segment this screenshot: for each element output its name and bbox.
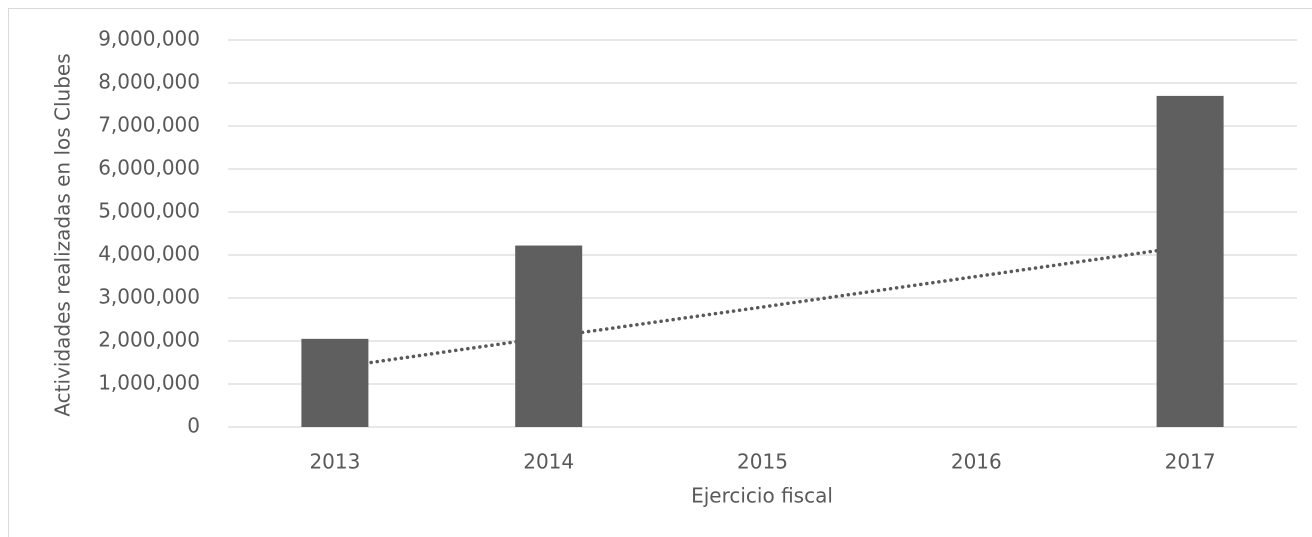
bar — [1156, 95, 1224, 428]
y-tick-label: 6,000,000 — [98, 156, 200, 180]
y-axis-label: Actividades realizadas en los Clubes — [51, 53, 75, 416]
y-tick-label: 7,000,000 — [98, 113, 200, 137]
bar — [515, 245, 583, 427]
x-tick-label: 2015 — [737, 450, 788, 474]
y-tick-label: 3,000,000 — [98, 285, 200, 309]
bar — [301, 338, 369, 427]
trendline — [333, 244, 1192, 370]
y-tick-label: 0 — [187, 414, 200, 438]
x-tick-label: 2013 — [309, 450, 360, 474]
y-tick-label: 4,000,000 — [98, 242, 200, 266]
y-tick-label: 1,000,000 — [98, 371, 200, 395]
y-tick-label: 2,000,000 — [98, 328, 200, 352]
y-tick-label: 5,000,000 — [98, 199, 200, 223]
x-axis-label: Ejercicio fiscal — [691, 484, 833, 508]
x-tick-label: 2014 — [523, 450, 574, 474]
y-tick-label: 9,000,000 — [98, 27, 200, 51]
chart-border — [8, 8, 1312, 537]
y-tick-label: 8,000,000 — [98, 70, 200, 94]
x-tick-label: 2016 — [951, 450, 1002, 474]
x-tick-label: 2017 — [1165, 450, 1216, 474]
